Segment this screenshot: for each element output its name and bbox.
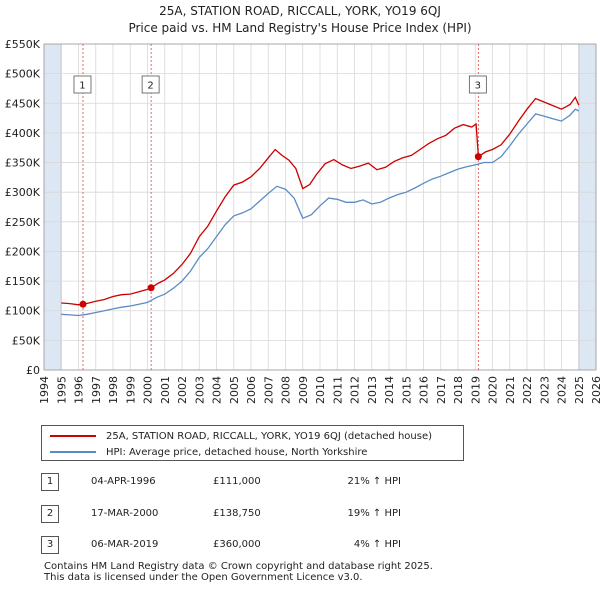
plot-area: 1994 1995 1996 1997 1998 1999 2000 2001 2002 2003… xyxy=(5,38,600,404)
y-tick-label: £300K xyxy=(5,186,41,199)
transaction-price: £138,750 xyxy=(213,508,261,519)
y-tick-label: £50K xyxy=(12,334,41,347)
x-tick-label: 2021 xyxy=(504,376,517,404)
x-tick-label: 2024 xyxy=(556,376,569,404)
transaction-date: 17-MAR-2000 xyxy=(91,508,159,519)
x-tick-label: 2006 xyxy=(245,376,258,404)
sale-marker-label: 2 xyxy=(147,81,153,92)
sale-point xyxy=(79,300,87,308)
x-tick-label: 1994 xyxy=(38,376,51,404)
legend: 25A, STATION ROAD, RICCALL, YORK, YO19 6… xyxy=(41,425,464,461)
x-tick-label: 2002 xyxy=(176,376,189,404)
x-tick-label: 2008 xyxy=(280,376,293,404)
transaction-hpi: 19% ↑ HPI xyxy=(347,508,401,519)
x-tick-label: 1997 xyxy=(90,376,103,404)
y-tick-label: £100K xyxy=(5,305,41,318)
legend-swatch-property xyxy=(50,435,96,437)
transaction-hpi: 4% ↑ HPI xyxy=(353,539,401,550)
x-tick-label: 2022 xyxy=(521,376,534,404)
x-tick-label: 2020 xyxy=(487,376,500,404)
x-tick-label: 2025 xyxy=(573,376,586,404)
chart-subtitle: Price paid vs. HM Land Registry's House … xyxy=(128,21,471,35)
shaded-range xyxy=(578,44,596,370)
y-tick-label: £350K xyxy=(5,157,41,170)
sale-point xyxy=(147,284,155,292)
transaction-number: 1 xyxy=(41,473,59,491)
x-tick-label: 2005 xyxy=(228,376,241,404)
x-tick-label: 2007 xyxy=(262,376,275,404)
x-tick-label: 2014 xyxy=(383,376,396,404)
transaction-number: 3 xyxy=(41,536,59,554)
plot-border xyxy=(43,43,597,371)
transaction-row: 1 04-APR-1996 £111,000 21% ↑ HPI xyxy=(41,473,561,493)
legend-item-hpi: HPI: Average price, detached house, Nort… xyxy=(50,444,367,460)
hpi-series-line xyxy=(61,108,580,317)
x-tick-label: 2016 xyxy=(418,376,431,404)
transaction-price: £360,000 xyxy=(213,539,261,550)
sale-marker-box xyxy=(73,75,92,94)
transaction-number: 2 xyxy=(41,505,59,523)
x-tick-label: 2017 xyxy=(435,376,448,404)
sale-marker-box xyxy=(141,75,160,94)
legend-label-property: 25A, STATION ROAD, RICCALL, YORK, YO19 6… xyxy=(106,430,433,442)
x-tick-label: 1998 xyxy=(107,376,120,404)
chart-title: 25A, STATION ROAD, RICCALL, YORK, YO19 6… xyxy=(159,4,441,18)
x-tick-label: 1999 xyxy=(124,376,137,404)
transaction-row: 2 17-MAR-2000 £138,750 19% ↑ HPI xyxy=(41,505,561,525)
x-tick-label: 1995 xyxy=(55,376,68,404)
x-tick-label: 2013 xyxy=(366,376,379,404)
x-tick-label: 2009 xyxy=(297,376,310,404)
y-tick-label: £250K xyxy=(5,216,41,229)
footer-line-1: Contains HM Land Registry data © Crown c… xyxy=(44,561,433,572)
x-tick-label: 2001 xyxy=(159,376,172,404)
x-tick-label: 2004 xyxy=(211,376,224,404)
x-tick-label: 2010 xyxy=(314,376,327,404)
sale-marker-box xyxy=(468,75,487,94)
y-tick-label: £150K xyxy=(5,275,41,288)
x-tick-label: 2018 xyxy=(452,376,465,404)
sale-point xyxy=(474,153,482,161)
y-tick-label: £400K xyxy=(5,127,41,140)
y-tick-label: £550K xyxy=(5,38,41,51)
footer-line-2: This data is licensed under the Open Gov… xyxy=(44,572,363,583)
sale-marker-label: 1 xyxy=(79,81,85,92)
property-series-line xyxy=(61,96,580,306)
x-tick-label: 2015 xyxy=(400,376,413,404)
y-tick-label: £450K xyxy=(5,97,41,110)
transaction-date: 06-MAR-2019 xyxy=(91,539,159,550)
legend-label-hpi: HPI: Average price, detached house, Nort… xyxy=(106,446,368,458)
x-tick-label: 2026 xyxy=(590,376,600,404)
legend-swatch-hpi xyxy=(50,451,96,453)
y-tick-label: £200K xyxy=(5,245,41,258)
transaction-row: 3 06-MAR-2019 £360,000 4% ↑ HPI xyxy=(41,536,561,556)
shaded-range xyxy=(44,44,62,370)
x-tick-label: 2003 xyxy=(193,376,206,404)
x-tick-label: 2019 xyxy=(469,376,482,404)
transaction-date: 04-APR-1996 xyxy=(91,476,156,487)
y-tick-label: £0 xyxy=(26,364,40,377)
sale-marker-label: 3 xyxy=(475,81,481,92)
legend-item-property: 25A, STATION ROAD, RICCALL, YORK, YO19 6… xyxy=(50,428,432,444)
transaction-price: £111,000 xyxy=(213,476,261,487)
transaction-hpi: 21% ↑ HPI xyxy=(347,476,401,487)
x-tick-label: 1996 xyxy=(73,376,86,404)
price-chart: 25A, STATION ROAD, RICCALL, YORK, YO19 6… xyxy=(5,4,600,404)
x-tick-label: 2023 xyxy=(538,376,551,404)
x-tick-label: 2011 xyxy=(331,376,344,404)
footer: Contains HM Land Registry data © Crown c… xyxy=(44,561,433,583)
y-tick-label: £500K xyxy=(5,68,41,81)
x-tick-label: 2012 xyxy=(349,376,362,404)
x-tick-label: 2000 xyxy=(142,376,155,404)
